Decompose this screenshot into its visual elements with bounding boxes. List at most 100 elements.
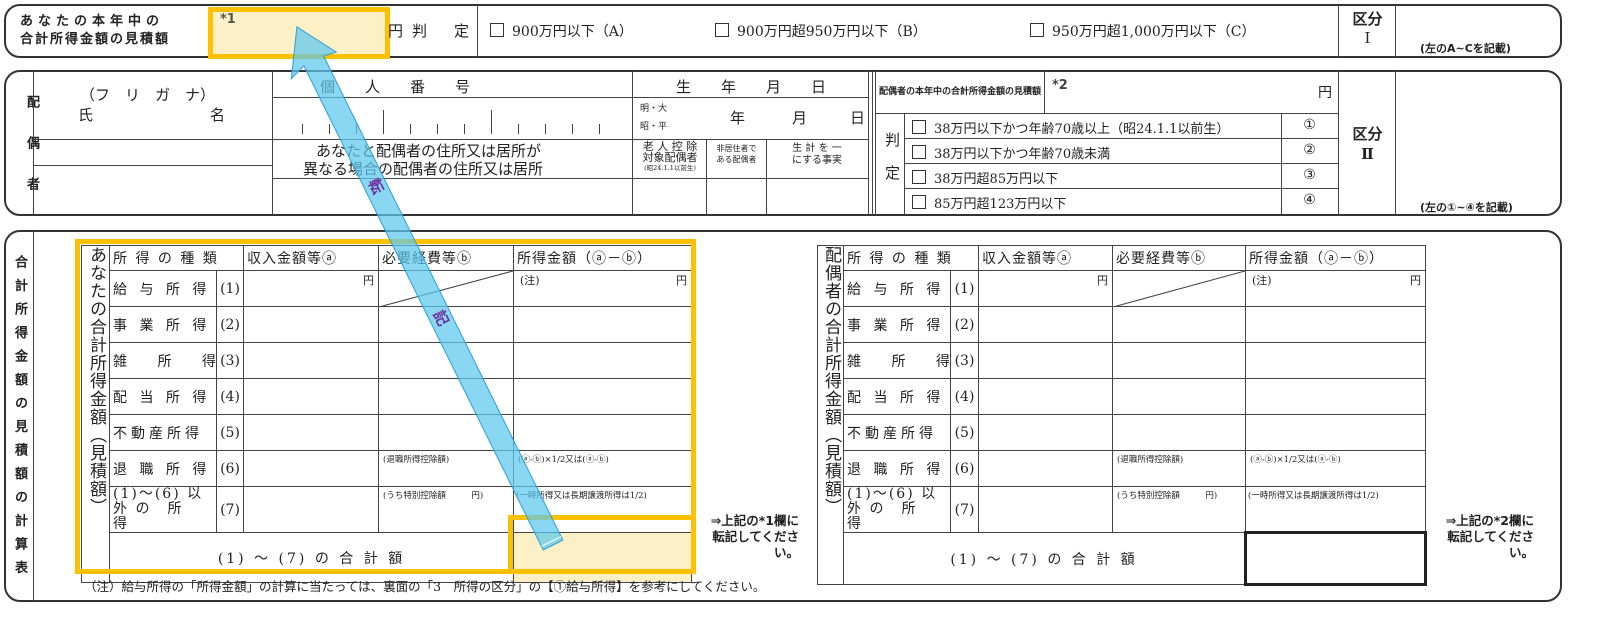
- income-type: 給 与 所 得: [109, 270, 217, 307]
- expenses-input[interactable]: (退職所得控除額): [1112, 450, 1246, 487]
- year-label: 年: [730, 109, 746, 127]
- expenses-input[interactable]: [378, 306, 514, 343]
- revenue-input[interactable]: [243, 306, 379, 343]
- birth-date-input[interactable]: [633, 98, 867, 138]
- expenses-input[interactable]: [378, 378, 514, 415]
- checkbox-icon[interactable]: [912, 145, 926, 159]
- left-vertical-label: あなたの合計所得金額（見積額）: [81, 245, 110, 583]
- expenses-input[interactable]: [378, 342, 514, 379]
- income-amount-input[interactable]: (一時所得又は長期譲渡所得は1/2): [513, 486, 692, 533]
- income-amount-input[interactable]: (ⓐ-ⓑ)×1/2又は(ⓐ-ⓑ): [513, 450, 692, 487]
- income-amount-input[interactable]: [513, 414, 692, 451]
- header-income-amount: 所得金額（ⓐ－ⓑ）: [1245, 245, 1426, 271]
- category-2-input[interactable]: [1396, 72, 1556, 212]
- income-amount-input[interactable]: [1245, 378, 1426, 415]
- digit-separator: [437, 124, 438, 134]
- digit-separator: [491, 110, 492, 134]
- spouse-name-input[interactable]: [34, 126, 271, 140]
- option-a-checkbox[interactable]: 900万円以下（A）: [490, 21, 633, 41]
- option-b-checkbox[interactable]: 900万円超950万円以下（B）: [715, 21, 927, 41]
- income-row-number: (3): [216, 342, 244, 379]
- revenue-input[interactable]: [978, 378, 1113, 415]
- note-mark: (注): [520, 274, 540, 287]
- digit-separator: [545, 124, 546, 134]
- income-row-number: (2): [950, 306, 979, 343]
- income-row: 退 職 所 得 (6) (退職所得控除額) (ⓐ-ⓑ)×1/2又は(ⓐ-ⓑ): [818, 450, 1426, 487]
- expenses-input[interactable]: (退職所得控除額): [378, 450, 514, 487]
- expenses-input[interactable]: [1112, 414, 1246, 451]
- income-amount-input[interactable]: (ⓐ-ⓑ)×1/2又は(ⓐ-ⓑ): [1245, 450, 1426, 487]
- total-amount-input[interactable]: [513, 532, 692, 583]
- header-income-amount: 所得金額（ⓐ－ⓑ）: [513, 245, 692, 271]
- income-type: 事 業 所 得: [109, 306, 217, 343]
- diagonal-line: [1116, 271, 1245, 306]
- special-deduction-label: (うち特別控除額 円): [383, 491, 484, 501]
- income-type: 配 当 所 得: [843, 378, 951, 415]
- revenue-input[interactable]: [978, 342, 1113, 379]
- spouse-option-label: 38万円以下かつ年齢70歳未満: [934, 147, 1111, 162]
- spouse-name-kanji-input[interactable]: [34, 140, 271, 165]
- expenses-input[interactable]: [1112, 378, 1246, 415]
- spouse-option-2-checkbox[interactable]: 38万円以下かつ年齢70歳未満: [912, 143, 1110, 162]
- revenue-input[interactable]: [978, 306, 1113, 343]
- income-row-number: (2): [216, 306, 244, 343]
- expenses-input[interactable]: [378, 270, 514, 307]
- revenue-input[interactable]: [243, 450, 379, 487]
- divider: [905, 163, 1338, 164]
- income-type: 雑 所 得: [843, 342, 951, 379]
- income-amount-input[interactable]: [513, 306, 692, 343]
- income-amount-input[interactable]: (一時所得又は長期譲渡所得は1/2): [1245, 486, 1426, 533]
- revenue-input[interactable]: 円: [978, 270, 1113, 307]
- elderly-spouse-input[interactable]: [633, 179, 705, 214]
- expenses-input[interactable]: [1112, 306, 1246, 343]
- income-amount-input[interactable]: [513, 378, 692, 415]
- checkbox-icon[interactable]: [490, 23, 504, 37]
- spouse-option-label: 38万円以下かつ年齢70歳以上（昭24.1.1以前生）: [934, 122, 1230, 137]
- expenses-input[interactable]: [1112, 342, 1246, 379]
- total-amount-input[interactable]: [1244, 531, 1427, 586]
- revenue-input[interactable]: [978, 486, 1113, 533]
- my-number-input[interactable]: [272, 98, 632, 139]
- revenue-input[interactable]: [243, 486, 379, 533]
- diagonal-line: [382, 271, 513, 306]
- income-amount-input[interactable]: (注) 円: [1245, 270, 1426, 307]
- my-number-label: 個 人 番 号: [320, 78, 471, 96]
- divider: [1281, 113, 1282, 215]
- header-expenses: 必要経費等ⓑ: [378, 245, 514, 271]
- income-row: 事 業 所 得 (2): [82, 306, 692, 343]
- livelihood-input[interactable]: [767, 179, 867, 214]
- revenue-input[interactable]: [243, 342, 379, 379]
- income-amount-input[interactable]: [1245, 342, 1426, 379]
- option-a-label: 900万円以下（A）: [512, 24, 633, 40]
- expenses-input[interactable]: [1112, 270, 1246, 307]
- income-amount-input[interactable]: [513, 342, 692, 379]
- spouse-address-input[interactable]: [273, 179, 631, 214]
- checkbox-icon[interactable]: [1030, 23, 1044, 37]
- expenses-input[interactable]: [378, 414, 514, 451]
- checkbox-icon[interactable]: [912, 170, 926, 184]
- income-row-number: (7): [216, 486, 244, 533]
- spouse-option-1-checkbox[interactable]: 38万円以下かつ年齢70歳以上（昭24.1.1以前生）: [912, 118, 1229, 137]
- revenue-input[interactable]: [243, 414, 379, 451]
- checkbox-icon[interactable]: [912, 195, 926, 209]
- spouse-option-4-checkbox[interactable]: 85万円超123万円以下: [912, 193, 1066, 212]
- option-c-label: 950万円超1,000万円以下（C）: [1052, 24, 1256, 40]
- nonresident-input[interactable]: [707, 179, 765, 214]
- checkbox-icon[interactable]: [912, 120, 926, 134]
- divider: [632, 71, 633, 215]
- income-amount-input[interactable]: [1245, 306, 1426, 343]
- revenue-input[interactable]: [978, 414, 1113, 451]
- elderly-label-1: 老 人 控 除: [642, 140, 698, 153]
- spouse-income-input[interactable]: [1045, 72, 1337, 112]
- expenses-input[interactable]: (うち特別控除額 円): [378, 486, 514, 533]
- income-amount-input[interactable]: (注) 円: [513, 270, 692, 307]
- revenue-input[interactable]: [978, 450, 1113, 487]
- spouse-option-3-checkbox[interactable]: 38万円超85万円以下: [912, 168, 1058, 187]
- spouse-option-label: 85万円超123万円以下: [934, 197, 1067, 212]
- option-c-checkbox[interactable]: 950万円超1,000万円以下（C）: [1030, 21, 1256, 41]
- revenue-input[interactable]: [243, 378, 379, 415]
- revenue-input[interactable]: 円: [243, 270, 379, 307]
- checkbox-icon[interactable]: [715, 23, 729, 37]
- expenses-input[interactable]: (うち特別控除額 円): [1112, 486, 1246, 533]
- income-amount-input[interactable]: [1245, 414, 1426, 451]
